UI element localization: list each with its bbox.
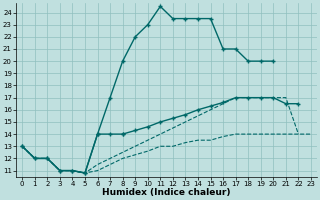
X-axis label: Humidex (Indice chaleur): Humidex (Indice chaleur)	[102, 188, 231, 197]
